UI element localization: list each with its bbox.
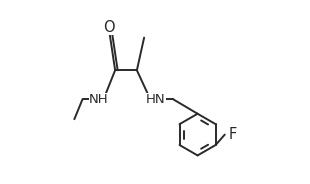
Text: HN: HN: [146, 93, 166, 106]
Text: F: F: [229, 127, 237, 142]
Text: O: O: [104, 20, 115, 35]
Text: NH: NH: [89, 93, 108, 106]
